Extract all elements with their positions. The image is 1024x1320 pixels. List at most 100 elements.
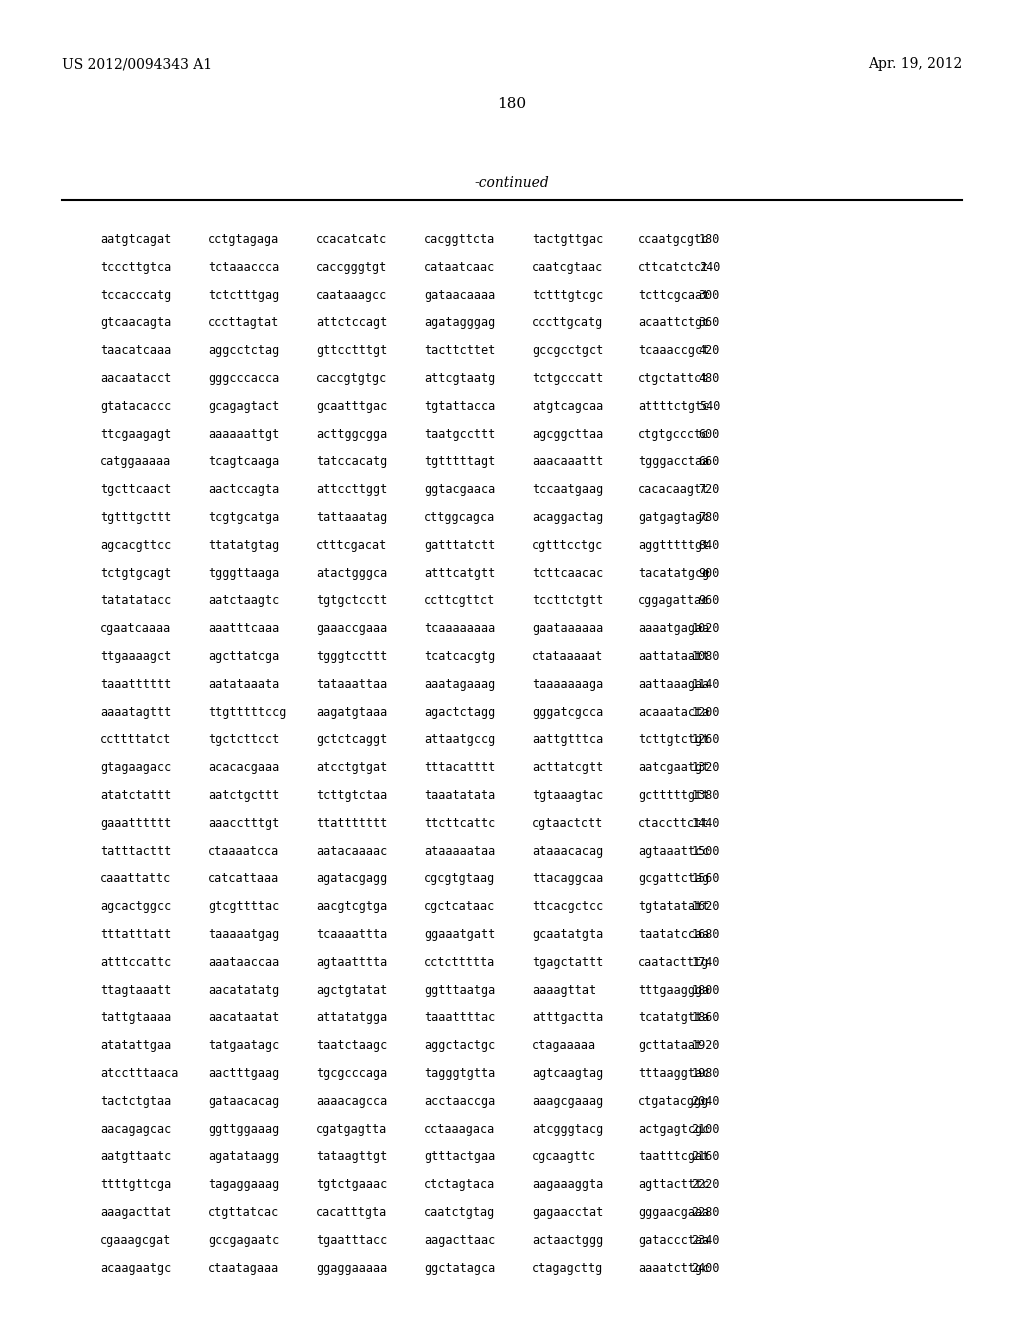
Text: aatctgcttt: aatctgcttt — [208, 789, 280, 803]
Text: gataccctaa: gataccctaa — [638, 1234, 710, 1247]
Text: tcgtgcatga: tcgtgcatga — [208, 511, 280, 524]
Text: ttcttcattc: ttcttcattc — [424, 817, 496, 830]
Text: 2100: 2100 — [691, 1122, 720, 1135]
Text: ctttcgacat: ctttcgacat — [316, 539, 387, 552]
Text: 1860: 1860 — [691, 1011, 720, 1024]
Text: cccttagtat: cccttagtat — [208, 317, 280, 330]
Text: aattataatt: aattataatt — [638, 649, 710, 663]
Text: catggaaaaa: catggaaaaa — [100, 455, 171, 469]
Text: aatacaaaac: aatacaaaac — [316, 845, 387, 858]
Text: aaacaaattt: aaacaaattt — [532, 455, 603, 469]
Text: acacacgaaa: acacacgaaa — [208, 762, 280, 775]
Text: cgcgtgtaag: cgcgtgtaag — [424, 873, 496, 886]
Text: 1740: 1740 — [691, 956, 720, 969]
Text: Apr. 19, 2012: Apr. 19, 2012 — [867, 57, 962, 71]
Text: atttgactta: atttgactta — [532, 1011, 603, 1024]
Text: gcagagtact: gcagagtact — [208, 400, 280, 413]
Text: 180: 180 — [498, 96, 526, 111]
Text: tcttcaacac: tcttcaacac — [532, 566, 603, 579]
Text: agtaatttta: agtaatttta — [316, 956, 387, 969]
Text: cacggttcta: cacggttcta — [424, 234, 496, 246]
Text: ttgaaaagct: ttgaaaagct — [100, 649, 171, 663]
Text: 420: 420 — [698, 345, 720, 358]
Text: aattgtttca: aattgtttca — [532, 734, 603, 746]
Text: aaaagttat: aaaagttat — [532, 983, 596, 997]
Text: taaaaaaaga: taaaaaaaga — [532, 677, 603, 690]
Text: 540: 540 — [698, 400, 720, 413]
Text: 240: 240 — [698, 261, 720, 273]
Text: aaataaccaa: aaataaccaa — [208, 956, 280, 969]
Text: tgtctgaaac: tgtctgaaac — [316, 1179, 387, 1191]
Text: 1500: 1500 — [691, 845, 720, 858]
Text: aactttgaag: aactttgaag — [208, 1067, 280, 1080]
Text: tgtttgcttt: tgtttgcttt — [100, 511, 171, 524]
Text: tcaaaccgct: tcaaaccgct — [638, 345, 710, 358]
Text: caatctgtag: caatctgtag — [424, 1206, 496, 1218]
Text: taaatttttt: taaatttttt — [100, 677, 171, 690]
Text: cgaatcaaaa: cgaatcaaaa — [100, 622, 171, 635]
Text: atgtcagcaa: atgtcagcaa — [532, 400, 603, 413]
Text: cgtttcctgc: cgtttcctgc — [532, 539, 603, 552]
Text: tctaaaccca: tctaaaccca — [208, 261, 280, 273]
Text: aggcctctag: aggcctctag — [208, 345, 280, 358]
Text: tgcttcaact: tgcttcaact — [100, 483, 171, 496]
Text: 1320: 1320 — [691, 762, 720, 775]
Text: catcattaaa: catcattaaa — [208, 873, 280, 886]
Text: attttctgtc: attttctgtc — [638, 400, 710, 413]
Text: gaaatttttt: gaaatttttt — [100, 817, 171, 830]
Text: tcttgtctaa: tcttgtctaa — [316, 789, 387, 803]
Text: tattaaatag: tattaaatag — [316, 511, 387, 524]
Text: ttcacgctcc: ttcacgctcc — [532, 900, 603, 913]
Text: atcgggtacg: atcgggtacg — [532, 1122, 603, 1135]
Text: atatctattt: atatctattt — [100, 789, 171, 803]
Text: atactgggca: atactgggca — [316, 566, 387, 579]
Text: gccgagaatc: gccgagaatc — [208, 1234, 280, 1247]
Text: ggaaatgatt: ggaaatgatt — [424, 928, 496, 941]
Text: cataatcaac: cataatcaac — [424, 261, 496, 273]
Text: acttggcgga: acttggcgga — [316, 428, 387, 441]
Text: gtcgttttac: gtcgttttac — [208, 900, 280, 913]
Text: aaaatgagaa: aaaatgagaa — [638, 622, 710, 635]
Text: tacatatgcg: tacatatgcg — [638, 566, 710, 579]
Text: aatctaagtc: aatctaagtc — [208, 594, 280, 607]
Text: gataacaaaa: gataacaaaa — [424, 289, 496, 301]
Text: agatagggag: agatagggag — [424, 317, 496, 330]
Text: 1140: 1140 — [691, 677, 720, 690]
Text: aacaatacct: aacaatacct — [100, 372, 171, 385]
Text: cttcatctct: cttcatctct — [638, 261, 710, 273]
Text: ctagagcttg: ctagagcttg — [532, 1262, 603, 1275]
Text: tccttctgtt: tccttctgtt — [532, 594, 603, 607]
Text: aggctactgc: aggctactgc — [424, 1039, 496, 1052]
Text: actaactggg: actaactggg — [532, 1234, 603, 1247]
Text: caaattattc: caaattattc — [100, 873, 171, 886]
Text: aaacctttgt: aaacctttgt — [208, 817, 280, 830]
Text: 360: 360 — [698, 317, 720, 330]
Text: attaatgccg: attaatgccg — [424, 734, 496, 746]
Text: tatccacatg: tatccacatg — [316, 455, 387, 469]
Text: tttgaaggga: tttgaaggga — [638, 983, 710, 997]
Text: ttttgttcga: ttttgttcga — [100, 1179, 171, 1191]
Text: gtcaacagta: gtcaacagta — [100, 317, 171, 330]
Text: US 2012/0094343 A1: US 2012/0094343 A1 — [62, 57, 212, 71]
Text: aatgtcagat: aatgtcagat — [100, 234, 171, 246]
Text: acaattctgc: acaattctgc — [638, 317, 710, 330]
Text: agctgtatat: agctgtatat — [316, 983, 387, 997]
Text: 2280: 2280 — [691, 1206, 720, 1218]
Text: tacttcttet: tacttcttet — [424, 345, 496, 358]
Text: cacatttgta: cacatttgta — [316, 1206, 387, 1218]
Text: tatatatacc: tatatatacc — [100, 594, 171, 607]
Text: attccttggt: attccttggt — [316, 483, 387, 496]
Text: ttacaggcaa: ttacaggcaa — [532, 873, 603, 886]
Text: gatttatctt: gatttatctt — [424, 539, 496, 552]
Text: ctctagtaca: ctctagtaca — [424, 1179, 496, 1191]
Text: tagaggaaag: tagaggaaag — [208, 1179, 280, 1191]
Text: ctataaaaat: ctataaaaat — [532, 649, 603, 663]
Text: tgtatatatt: tgtatatatt — [638, 900, 710, 913]
Text: ttattttttt: ttattttttt — [316, 817, 387, 830]
Text: tatttacttt: tatttacttt — [100, 845, 171, 858]
Text: 480: 480 — [698, 372, 720, 385]
Text: caccgtgtgc: caccgtgtgc — [316, 372, 387, 385]
Text: taacatcaaa: taacatcaaa — [100, 345, 171, 358]
Text: gatgagtagc: gatgagtagc — [638, 511, 710, 524]
Text: agtcaagtag: agtcaagtag — [532, 1067, 603, 1080]
